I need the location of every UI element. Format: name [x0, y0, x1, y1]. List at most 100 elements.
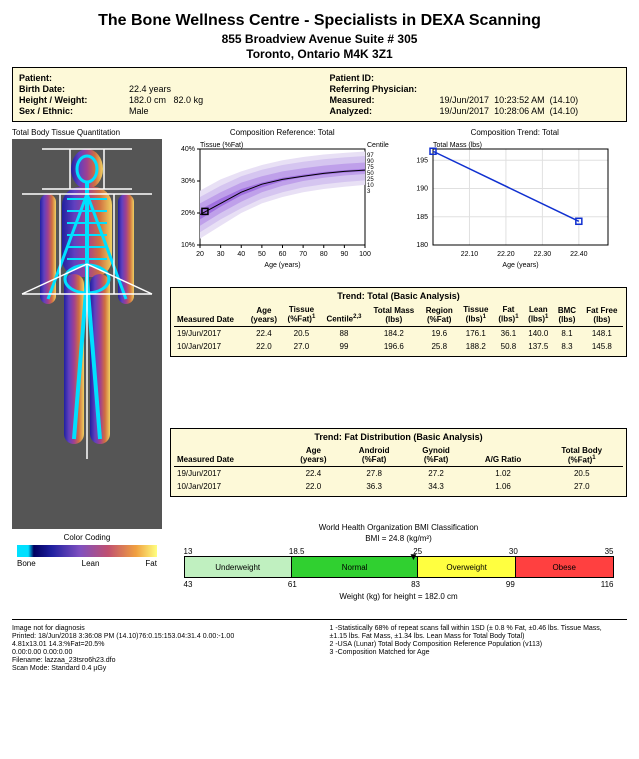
bmi-title: World Health Organization BMI Classifica… [170, 523, 627, 532]
footer-line: ±1.15 lbs. Fat Mass, ±1.34 lbs. Lean Mas… [330, 633, 628, 640]
svg-text:70: 70 [299, 251, 307, 258]
patient-name [129, 73, 310, 83]
svg-text:185: 185 [416, 214, 428, 221]
svg-text:Centile: Centile [367, 142, 389, 149]
svg-text:Tissue (%Fat): Tissue (%Fat) [200, 142, 243, 149]
sex-val: Male [129, 106, 310, 116]
svg-text:180: 180 [416, 242, 428, 249]
chart-ref-title: Composition Reference: Total [170, 128, 395, 137]
bmi-bar-wrap: 1318.5253035 ▼ UnderweightNormalOverweig… [184, 547, 614, 601]
footer-line: Image not for diagnosis [12, 625, 310, 632]
pid-label: Patient ID: [330, 73, 440, 83]
table-header: Measured Date [174, 444, 285, 467]
svg-text:Total Mass (lbs): Total Mass (lbs) [433, 142, 482, 149]
table-header: Tissue(lbs)1 [458, 303, 493, 326]
table-header: Age(years) [246, 303, 283, 326]
analyzed-val: 19/Jun/2017 10:28:06 AM (14.10) [440, 106, 621, 116]
svg-text:10%: 10% [181, 242, 195, 249]
table-header: A/G Ratio [466, 444, 541, 467]
table-header: Measured Date [174, 303, 246, 326]
table-row: 19/Jun/201722.427.827.21.0220.5 [174, 467, 623, 481]
footer-line: Printed: 18/Jun/2018 3:36:08 PM (14.10)7… [12, 633, 310, 640]
birth-label: Birth Date: [19, 84, 129, 94]
bmi-value: BMI = 24.8 (kg/m²) [170, 534, 627, 543]
table-header: Android(%Fat) [342, 444, 407, 467]
grad-lean: Lean [82, 559, 100, 568]
bmi-segment: Normal [292, 557, 419, 577]
table-header: Age(years) [285, 444, 342, 467]
footer-line: 3 -Composition Matched for Age [330, 649, 628, 656]
trend-total-table: Trend: Total (Basic Analysis) Measured D… [170, 287, 627, 357]
body-scan-label: Total Body Tissue Quantitation [12, 128, 120, 137]
composition-trend-chart: Composition Trend: Total 22.10 22.20 22.30… [403, 128, 628, 279]
hw-val: 182.0 cm 82.0 kg [129, 95, 310, 105]
bmi-segment: Obese [516, 557, 613, 577]
table-header: Gynoid(%Fat) [406, 444, 465, 467]
bmi-bar: UnderweightNormalOverweightObese [184, 556, 614, 578]
svg-text:Age (years): Age (years) [502, 262, 538, 269]
table-row: 10/Jan/201722.027.099196.625.8188.250.81… [174, 340, 623, 353]
birth-val: 22.4 years [129, 84, 310, 94]
trend-total-grid: Measured DateAge(years)Tissue(%Fat)1Cent… [174, 303, 623, 353]
right-column: Composition Reference: Total 20 30 40 50 60 7… [170, 128, 627, 605]
body-scan-image [12, 139, 162, 529]
patient-label: Patient: [19, 73, 129, 83]
color-gradient-bar [17, 545, 157, 557]
svg-text:22.10: 22.10 [460, 251, 478, 258]
body-scan-column: Total Body Tissue Quantitation Color Cod… [12, 128, 162, 568]
svg-text:3: 3 [367, 189, 371, 195]
svg-text:22.20: 22.20 [497, 251, 515, 258]
svg-text:30: 30 [217, 251, 225, 258]
bmi-segment: Overweight [418, 557, 516, 577]
footer-right: 1 -Statistically 68% of repeat scans fal… [330, 624, 628, 673]
table-header: Tissue(%Fat)1 [282, 303, 320, 326]
svg-text:90: 90 [340, 251, 348, 258]
table-header: Fat Free(lbs) [581, 303, 623, 326]
bmi-marker-icon: ▼ [409, 554, 419, 562]
page-title: The Bone Wellness Centre - Specialists i… [12, 12, 627, 30]
svg-text:22.40: 22.40 [570, 251, 588, 258]
svg-text:60: 60 [279, 251, 287, 258]
footer-left: Image not for diagnosisPrinted: 18/Jun/2… [12, 624, 310, 673]
table-header: Fat(lbs)1 [494, 303, 524, 326]
footer-line: 2 -USA (Lunar) Total Body Composition Re… [330, 641, 628, 648]
table-header: Region(%Fat) [420, 303, 458, 326]
table-header: Lean(lbs)1 [523, 303, 553, 326]
trend-fat-table: Trend: Fat Distribution (Basic Analysis)… [170, 428, 627, 498]
patient-info-panel: Patient: Birth Date:22.4 years Height / … [12, 67, 627, 122]
svg-text:100: 100 [359, 251, 371, 258]
chart-ref-svg: 203040506070809010010%20%30%40%Age (year… [170, 137, 390, 277]
analyzed-label: Analyzed: [330, 106, 440, 116]
svg-text:20: 20 [196, 251, 204, 258]
gradient-labels: Bone Lean Fat [17, 559, 157, 568]
svg-text:22.30: 22.30 [533, 251, 551, 258]
table-header: Total Body(%Fat)1 [541, 444, 624, 467]
address1: 855 Broadview Avenue Suite # 305 [12, 32, 627, 46]
footer-line: 0.00:0.00 0.00:0.00 [12, 649, 310, 656]
hw-label: Height / Weight: [19, 95, 129, 105]
chart-trend-title: Composition Trend: Total [403, 128, 628, 137]
svg-text:80: 80 [320, 251, 328, 258]
footer-line: Scan Mode: Standard 0.4 µGy [12, 665, 310, 672]
footer: Image not for diagnosisPrinted: 18/Jun/2… [12, 619, 627, 673]
bmi-xlabel: Weight (kg) for height = 182.0 cm [184, 592, 614, 601]
svg-text:50: 50 [258, 251, 266, 258]
ref-label: Referring Physician: [330, 84, 440, 94]
ref-val [440, 84, 621, 94]
bmi-ticks-top: 1318.5253035 [184, 547, 614, 556]
composition-reference-chart: Composition Reference: Total 20 30 40 50 60 7… [170, 128, 395, 279]
patient-right-col: Patient ID: Referring Physician: Measure… [330, 72, 621, 117]
svg-text:190: 190 [416, 186, 428, 193]
svg-text:40: 40 [237, 251, 245, 258]
footer-line: 1 -Statistically 68% of repeat scans fal… [330, 625, 628, 632]
svg-text:30%: 30% [181, 178, 195, 185]
measured-val: 19/Jun/2017 10:23:52 AM (14.10) [440, 95, 621, 105]
table-header: Centile2,3 [321, 303, 368, 326]
patient-left-col: Patient: Birth Date:22.4 years Height / … [19, 72, 310, 117]
grad-fat: Fat [145, 559, 157, 568]
trend-total-title: Trend: Total (Basic Analysis) [174, 291, 623, 301]
measured-label: Measured: [330, 95, 440, 105]
table-header: BMC(lbs) [553, 303, 581, 326]
chart-trend-svg: 22.1022.2022.3022.40180185190195Age (yea… [403, 137, 623, 277]
bmi-segment: Underweight [185, 557, 292, 577]
